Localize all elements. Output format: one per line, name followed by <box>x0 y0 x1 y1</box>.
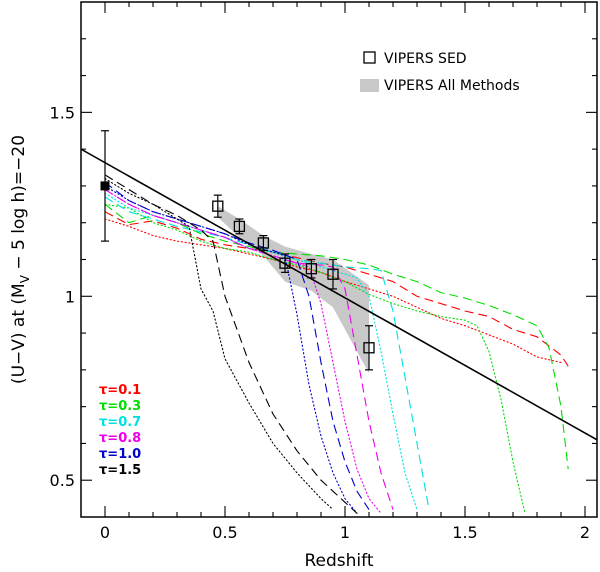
vipers-sed-point-6-marker <box>363 342 375 354</box>
vipers-sed-point-1-marker <box>233 220 246 233</box>
x-tick-label: 2 <box>580 523 590 542</box>
legend: VIPERS SED VIPERS All Methods <box>360 51 520 94</box>
vipers-sed-point-2-marker <box>257 237 270 249</box>
legend-all-methods-swatch <box>360 79 379 92</box>
tau-legend-label-1: τ=0.3 <box>99 399 141 414</box>
x-tick-label: 0.5 <box>212 523 237 542</box>
tau-legend-label-2: τ=0.7 <box>99 415 141 430</box>
x-tick-label: 1.5 <box>452 523 477 542</box>
x-tick-label: 1 <box>340 523 350 542</box>
vipers-sed-point-3-marker <box>279 257 291 269</box>
tau-legend: τ=0.1τ=0.3τ=0.7τ=0.8τ=1.0τ=1.5 <box>99 383 141 478</box>
x-tick-label: 0 <box>100 523 110 542</box>
y-tick-label: 1 <box>65 287 75 306</box>
y-axis-label: (U−V) at (MV − 5 log h)=−20 <box>9 135 32 384</box>
tau-legend-label-0: τ=0.1 <box>99 383 141 398</box>
legend-sed-label: VIPERS SED <box>384 51 467 67</box>
y-axis-label-pre: (U−V) at (M <box>9 283 29 384</box>
vipers-sed-point-4-marker <box>305 263 318 275</box>
x-axis-label: Redshift <box>304 551 373 571</box>
tau-legend-label-3: τ=0.8 <box>99 431 141 446</box>
vipers-sed-point-0-marker <box>212 200 224 212</box>
fit-line <box>81 148 597 441</box>
y-axis-label-post: − 5 log h)=−20 <box>9 135 29 275</box>
y-axis-label-sub: V <box>18 274 32 283</box>
legend-sed-marker <box>363 51 376 64</box>
local-point-marker <box>100 181 110 191</box>
tau-model-0-dashed-line <box>104 211 569 367</box>
legend-all-methods-label: VIPERS All Methods <box>384 78 520 94</box>
y-tick-label: 1.5 <box>50 103 75 122</box>
tau-model-2-dashed-line <box>104 196 430 510</box>
tau-legend-label-5: τ=1.5 <box>99 463 141 478</box>
tau-legend-label-4: τ=1.0 <box>99 447 141 462</box>
tau-model-4-dotted-line <box>104 185 358 514</box>
tau-model-4-dashed-line <box>104 181 370 510</box>
tau-model-5-dashed-line <box>104 174 358 514</box>
vipers-sed-point-5-marker <box>327 268 339 280</box>
y-tick-label: 0.5 <box>50 471 75 490</box>
tau-model-3-dashed-line <box>104 189 394 510</box>
